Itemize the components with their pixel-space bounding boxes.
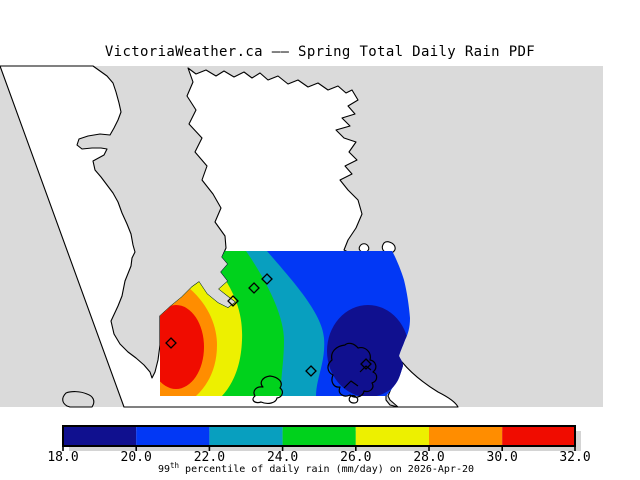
colorbar-seg-3 xyxy=(209,426,283,446)
station-marker xyxy=(227,295,239,307)
tick-label-18: 18.0 xyxy=(47,450,78,465)
island-overlay-navy xyxy=(327,342,378,398)
colorbar-seg-2 xyxy=(136,426,210,446)
station-marker xyxy=(305,365,317,377)
tick-label-22: 22.0 xyxy=(194,450,225,465)
colorbar-seg-5 xyxy=(355,426,429,446)
tick-label-26: 26.0 xyxy=(340,450,371,465)
station-marker xyxy=(261,273,273,285)
island-small-1 xyxy=(358,243,370,253)
colorbar-seg-4 xyxy=(282,426,356,446)
island-small-2 xyxy=(381,241,396,254)
station-marker xyxy=(360,358,372,370)
map xyxy=(0,65,603,408)
colorbar-seg-7 xyxy=(502,426,575,446)
tick-label-24: 24.0 xyxy=(267,450,298,465)
colorbar-seg-1 xyxy=(63,426,137,446)
colorbar-caption: 99th percentile of daily rain (mm/day) o… xyxy=(158,461,474,475)
tick-label-20: 20.0 xyxy=(121,450,152,465)
colorbar-border xyxy=(62,425,576,447)
lagoon xyxy=(62,391,95,408)
colorbar-ticks xyxy=(62,446,576,451)
islet-fragment xyxy=(348,394,359,404)
island-overlay-bottom xyxy=(252,375,283,404)
tick-label-30: 30.0 xyxy=(487,450,518,465)
island-overlay-inner-detail xyxy=(343,365,372,389)
blob-red-max xyxy=(160,305,204,389)
southeast-shore xyxy=(387,361,459,408)
colorbar-seg-6 xyxy=(429,426,503,446)
station-markers xyxy=(165,273,372,377)
tick-label-28: 28.0 xyxy=(413,450,444,465)
tick-label-32: 32.0 xyxy=(559,450,590,465)
colorbar: 18.0 20.0 22.0 24.0 26.0 28.0 30.0 32.0 … xyxy=(47,425,591,475)
station-marker xyxy=(248,282,260,294)
station-marker xyxy=(165,337,177,349)
map-title: VictoriaWeather.ca —— Spring Total Daily… xyxy=(105,44,535,60)
